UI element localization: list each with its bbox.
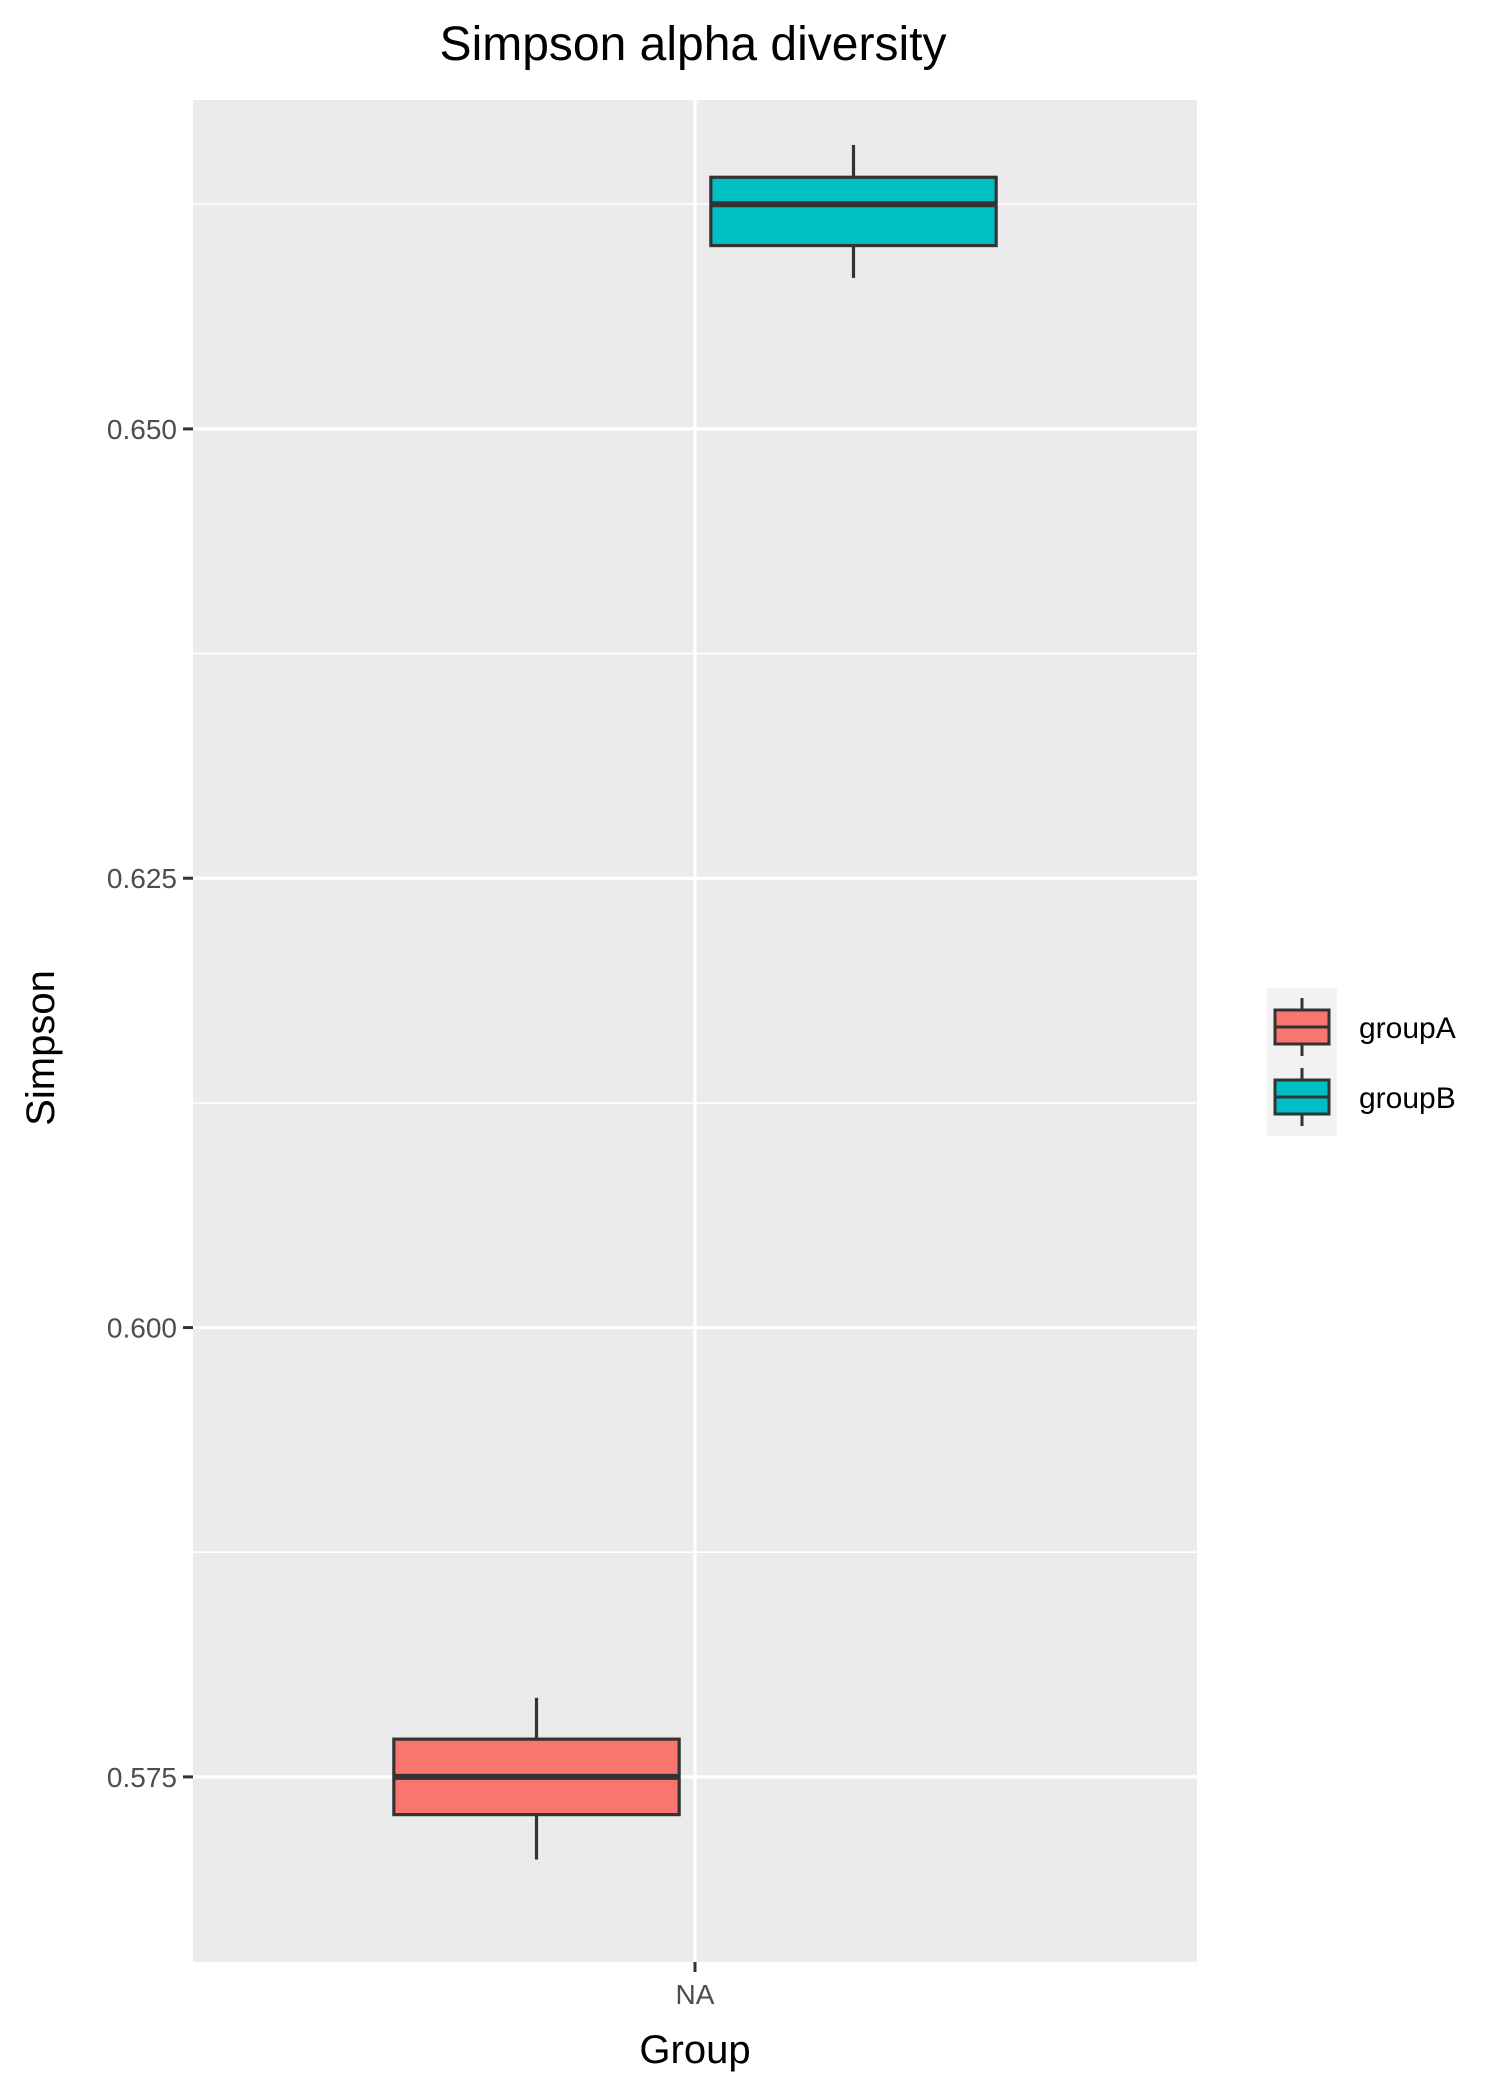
grid-lines bbox=[193, 100, 1197, 1962]
boxplot-groupA bbox=[392, 1697, 681, 1860]
y-axis: 0.575 0.600 0.625 0.650 bbox=[107, 414, 193, 1793]
y-tick-label: 0.600 bbox=[107, 1313, 177, 1344]
x-axis-title: Group bbox=[639, 2028, 750, 2072]
legend-label: groupA bbox=[1359, 1012, 1456, 1045]
legend-label: groupB bbox=[1359, 1082, 1456, 1115]
legend: groupA groupB bbox=[1267, 988, 1456, 1136]
boxplots bbox=[392, 144, 998, 1860]
box-groupB bbox=[709, 175, 998, 248]
boxplot-groupB bbox=[709, 144, 998, 278]
y-tick-label: 0.625 bbox=[107, 863, 177, 894]
y-axis-title: Simpson bbox=[19, 970, 63, 1126]
x-axis: NA bbox=[676, 1962, 715, 2010]
y-tick-label: 0.650 bbox=[107, 414, 177, 445]
y-tick-label: 0.575 bbox=[107, 1762, 177, 1793]
legend-item-groupA: groupA bbox=[1273, 998, 1456, 1056]
x-tick-label: NA bbox=[676, 1979, 715, 2010]
chart-title: Simpson alpha diversity bbox=[440, 18, 947, 71]
legend-item-groupB: groupB bbox=[1273, 1068, 1456, 1126]
